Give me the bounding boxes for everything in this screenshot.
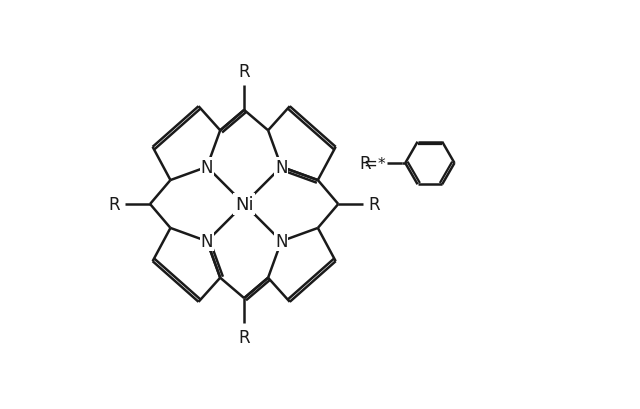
Text: N: N	[275, 158, 287, 176]
Text: R: R	[238, 328, 250, 346]
Text: R: R	[359, 155, 371, 173]
Text: Ni: Ni	[235, 196, 253, 213]
Text: N: N	[275, 233, 287, 251]
Text: *: *	[378, 156, 385, 171]
Text: =: =	[364, 155, 378, 173]
Text: N: N	[201, 158, 213, 176]
Text: N: N	[201, 233, 213, 251]
Text: R: R	[368, 196, 380, 213]
Text: R: R	[109, 196, 120, 213]
Text: R: R	[238, 63, 250, 81]
